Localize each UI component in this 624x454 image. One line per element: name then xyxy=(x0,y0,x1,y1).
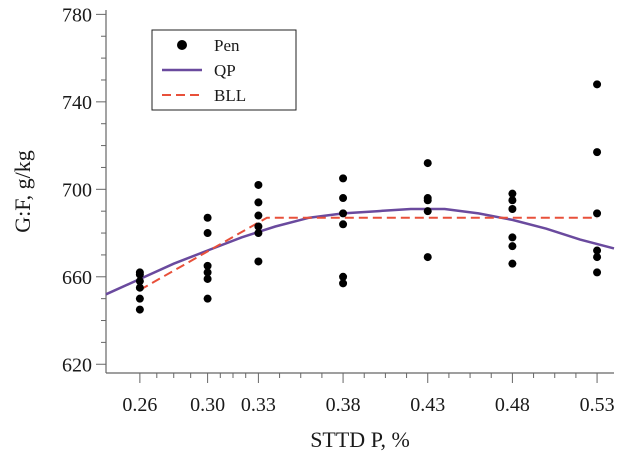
data-point-pen xyxy=(339,220,348,229)
x-tick-label: 0.30 xyxy=(190,394,225,416)
x-tick-label: 0.53 xyxy=(580,394,615,416)
data-point-pen xyxy=(423,194,432,203)
data-point-pen xyxy=(135,294,144,303)
data-point-pen xyxy=(135,283,144,292)
y-tick-label: 740 xyxy=(62,92,92,114)
data-point-pen xyxy=(593,80,602,89)
data-point-pen xyxy=(593,268,602,277)
data-point-pen xyxy=(593,209,602,218)
axes: 620 660 700 740 780 0.26 0.30 0.33 0.38 0.43 0.48 0… xyxy=(62,4,615,416)
data-point-pen xyxy=(508,189,517,198)
y-tick-label: 620 xyxy=(62,354,92,376)
legend-label-pen: Pen xyxy=(214,36,240,55)
data-point-pen xyxy=(254,229,263,238)
data-point-pen xyxy=(593,148,602,157)
data-point-pen xyxy=(254,222,263,231)
x-axis-title: STTD P, % xyxy=(310,427,410,452)
data-point-pen xyxy=(339,209,348,218)
data-point-pen xyxy=(135,305,144,314)
data-point-pen xyxy=(254,198,263,207)
y-tick-label: 780 xyxy=(62,4,92,26)
data-point-pen xyxy=(203,268,212,277)
x-tick-label: 0.38 xyxy=(326,394,361,416)
data-point-pen xyxy=(339,272,348,281)
data-point-pen xyxy=(339,194,348,203)
data-point-pen xyxy=(203,294,212,303)
data-point-pen xyxy=(254,211,263,220)
y-axis-title: G:F, g/kg xyxy=(10,150,35,233)
data-point-pen xyxy=(593,253,602,262)
x-tick-label: 0.26 xyxy=(122,394,157,416)
data-point-pen xyxy=(508,242,517,251)
legend-label-bll: BLL xyxy=(214,86,246,105)
data-point-pen xyxy=(254,257,263,266)
data-point-pen xyxy=(508,259,517,268)
data-point-pen xyxy=(339,174,348,183)
data-point-pen xyxy=(508,204,517,213)
y-tick-label: 660 xyxy=(62,267,92,289)
data-point-pen xyxy=(203,274,212,283)
series-qp-line xyxy=(105,207,615,296)
data-point-pen xyxy=(593,246,602,255)
x-tick-label: 0.48 xyxy=(495,394,530,416)
data-point-pen xyxy=(203,229,212,238)
x-tick-label: 0.33 xyxy=(241,394,276,416)
x-tick-label: 0.43 xyxy=(410,394,445,416)
data-point-pen xyxy=(254,180,263,189)
data-point-pen xyxy=(339,279,348,288)
legend: Pen QP BLL xyxy=(151,29,297,111)
data-point-pen xyxy=(423,207,432,216)
data-point-pen xyxy=(423,159,432,168)
series-bll-line xyxy=(139,216,598,291)
series-layer xyxy=(105,80,615,314)
data-point-pen xyxy=(203,261,212,270)
legend-swatch-pen xyxy=(177,40,187,50)
data-point-pen xyxy=(135,268,144,277)
data-point-pen xyxy=(423,253,432,262)
data-point-pen xyxy=(135,277,144,286)
data-point-pen xyxy=(508,233,517,242)
data-point-pen xyxy=(203,213,212,222)
data-point-pen xyxy=(508,196,517,205)
y-tick-label: 700 xyxy=(62,179,92,201)
legend-label-qp: QP xyxy=(214,61,236,80)
